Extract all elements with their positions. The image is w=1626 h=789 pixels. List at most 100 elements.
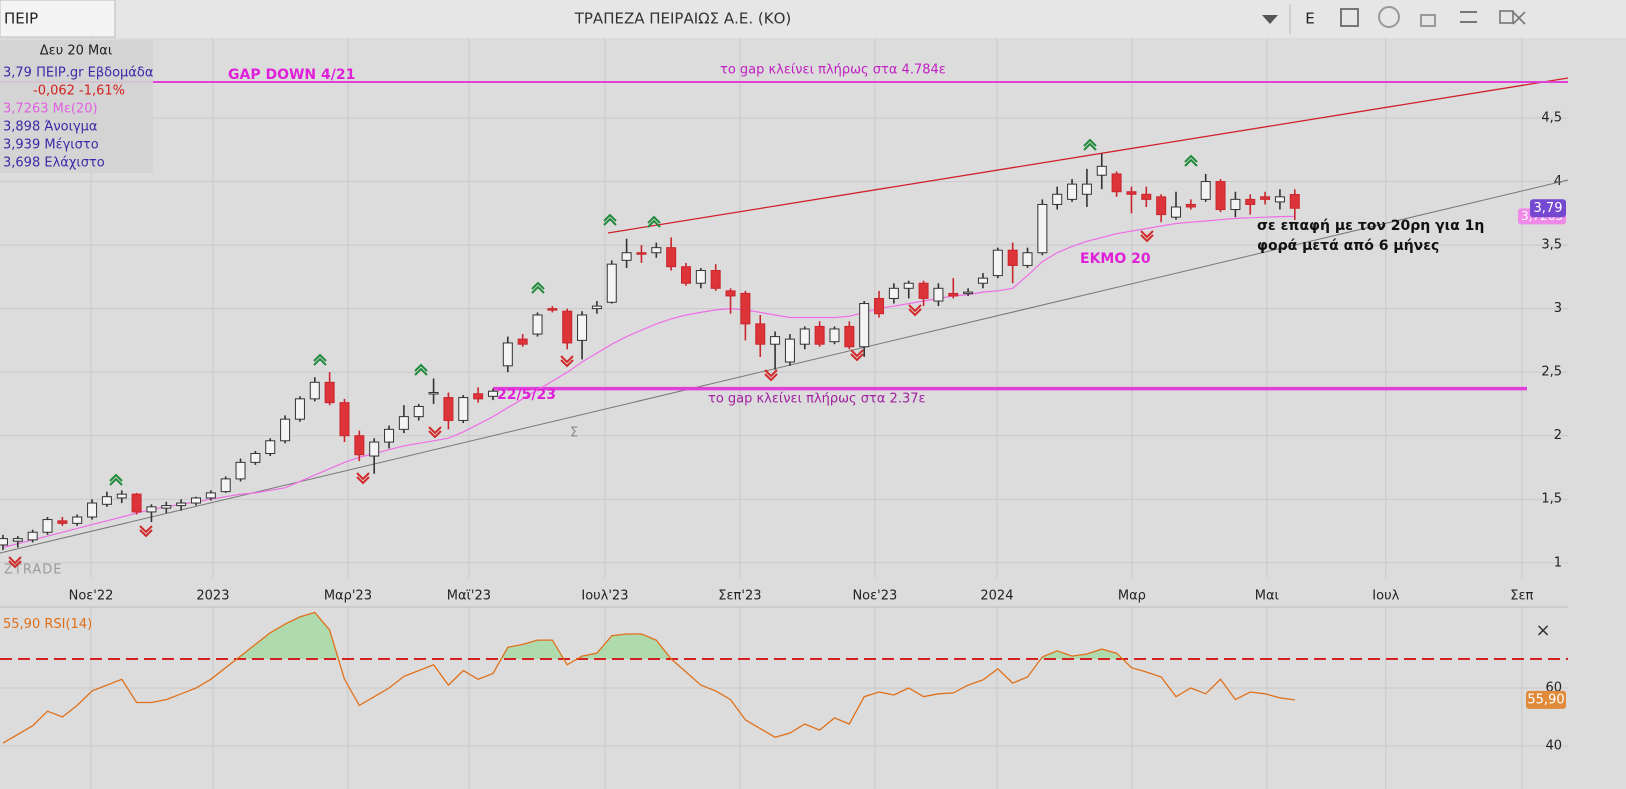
candle-body [294,398,305,420]
candle-body [12,538,23,542]
y-tick-label: 3 [1554,301,1562,316]
candle-body [384,428,395,443]
swing-low-marker [356,472,370,485]
candle-body [1141,193,1152,200]
info-panel [0,40,153,173]
candle-body [280,418,291,442]
info-line: 3,7263 Με(20) [3,102,98,117]
layout-icon[interactable] [1340,8,1359,27]
y-tick-label: 4,5 [1541,111,1562,126]
candle-body [309,381,320,400]
candle-body [1200,181,1211,200]
candle-body [161,505,172,509]
x-tick-label: Μαρ'23 [324,589,372,604]
rsi-legend-value: 55,90 [3,617,40,632]
candle-body [681,266,691,284]
candle-body [458,397,469,421]
swing-low-marker [908,304,922,317]
candle-body [443,397,454,421]
candle-body [131,493,142,513]
swing-low-marker [8,556,22,569]
candle-body [1274,196,1285,203]
lock-icon[interactable] [1420,14,1436,27]
rsi-legend-name: RSI(14) [44,617,92,632]
x-tick-label: Νοε'23 [852,589,897,604]
info-line: 3,939 Μέγιστο [3,138,99,153]
swing-low-marker [139,525,153,538]
candle-body [918,282,929,299]
candle-body [1260,196,1271,200]
candle-body [992,249,1003,277]
candle-body [72,516,83,524]
swing-low-marker [560,355,574,368]
candle-body [27,531,38,541]
candle-body [859,303,870,348]
swing-high-marker [313,353,327,366]
candle-body [57,520,68,524]
close-icon[interactable] [1512,11,1526,25]
candle-body [265,440,276,454]
candle-body [636,252,647,255]
menu-icon[interactable] [1460,11,1477,23]
x-tick-label: Μαι [1255,589,1279,604]
candle-body [799,328,810,345]
last-price-label: 3,79 [1534,201,1563,216]
close-panel[interactable]: × [1535,620,1550,641]
x-tick-label: Σεπ'23 [718,589,761,604]
candle-body [1245,198,1256,205]
swing-low-marker [850,349,864,362]
plot: Νοε'22 2023 Μαρ'23 Μαϊ'23 Ιουλ'23 Σεπ'23 Νοε'2… [0,38,1569,789]
candle-body [888,287,899,299]
candle-body [933,287,944,302]
symbol: ΠΕΙΡ [4,10,38,28]
x-tick-label: Μαϊ'23 [447,589,491,604]
candle-body [42,519,53,533]
x-tick-label: Σεπ [1510,589,1533,604]
candle-body [532,314,543,335]
mode-button[interactable]: Ε [1305,10,1314,28]
swing-high-marker [603,213,617,226]
swing-low-marker [764,369,778,382]
candle-body [339,402,350,437]
rsi-value-label: 55,90 [1527,692,1564,707]
symbol-box[interactable] [0,0,116,38]
x-tick-label: 2024 [980,589,1013,604]
candle-body [1185,203,1196,208]
candle-body [963,291,974,295]
candle-body [948,292,959,297]
annotation: 22/5/23 [497,387,556,403]
info-line: -0,062 -1,61% [33,84,125,99]
y-tick-label: 3,5 [1541,238,1562,253]
candle-body [770,336,781,345]
candle-body [146,506,157,513]
candle-body [1037,203,1048,254]
info-date: Δευ 20 Μαι [40,44,112,59]
rsi-line [2,611,1295,744]
info-lines: 3,79 ΠΕΙΡ.gr Εβδομάδα -0,062 -1,61% 3,7263… [3,66,153,171]
dropdown[interactable] [1262,15,1278,24]
candle-body [191,497,201,504]
candle-body [1007,249,1018,266]
candle-body [116,493,127,499]
window-title: ΤΡΑΠΕΖΑ ΠΕΙΡΑΙΩΣ Α.Ε. (ΚΟ) [574,10,792,28]
quote-icon[interactable] [1378,6,1400,28]
restore-icon[interactable] [1499,10,1514,24]
swing-low-marker [428,426,442,439]
swing-high-marker [109,473,123,486]
annotation: το gap κλείνει πλήρως στα 2.37ε [708,392,926,407]
candle-body [487,390,498,397]
candle-body [651,247,662,254]
candle-body [784,338,795,363]
candle-body [250,452,261,463]
candle-body [413,405,424,418]
y-tick-label: 4 [1554,174,1562,189]
swing-high-marker [414,363,428,376]
moving-average [2,215,1295,549]
x-tick-label: Ιουλ [1372,589,1399,604]
candle-body [755,323,766,345]
candle-body [1096,165,1107,176]
candle-body [369,441,380,457]
swing-high-marker [531,281,545,294]
